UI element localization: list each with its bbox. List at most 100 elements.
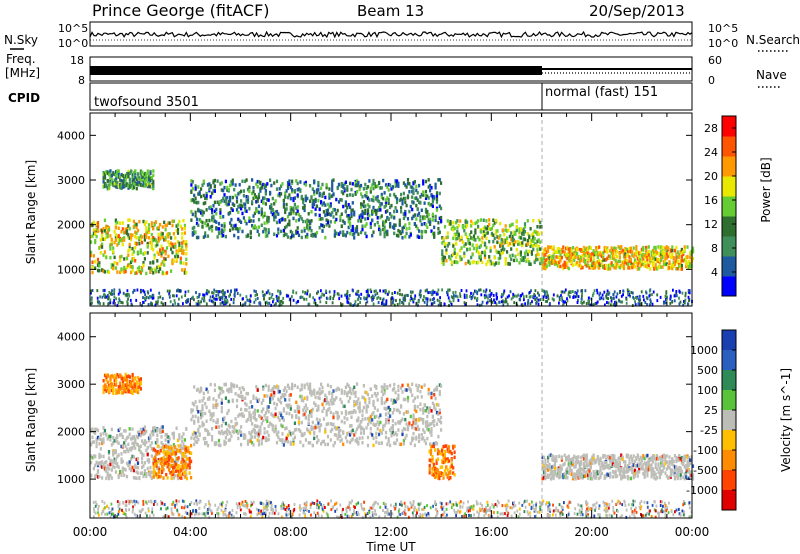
scatter-cell xyxy=(423,229,426,234)
scatter-cell xyxy=(225,301,228,305)
scatter-cell xyxy=(118,299,121,303)
scatter-cell xyxy=(228,303,231,307)
scatter-cell xyxy=(321,229,324,233)
scatter-cell xyxy=(627,292,629,295)
scatter-cell xyxy=(146,241,149,246)
scatter-cell xyxy=(395,299,397,303)
scatter-cell xyxy=(188,460,191,464)
scatter-cell xyxy=(517,293,520,297)
scatter-cell xyxy=(616,261,619,265)
scatter-cell xyxy=(98,268,101,273)
scatter-cell xyxy=(131,182,134,186)
scatter-cell xyxy=(500,248,503,253)
scatter-cell xyxy=(136,471,140,475)
scatter-cell xyxy=(629,265,632,269)
scatter-cell xyxy=(622,293,624,297)
scatter-cell xyxy=(496,296,498,299)
scatter-cell xyxy=(614,252,617,256)
scatter-cell xyxy=(114,235,117,239)
scatter-cell xyxy=(356,290,359,294)
scatter-cell xyxy=(270,295,273,299)
scatter-cell xyxy=(116,434,119,438)
scatter-cell xyxy=(456,236,459,241)
scatter-cell xyxy=(545,290,548,294)
scatter-cell xyxy=(147,223,151,227)
scatter-cell xyxy=(567,253,570,257)
scatter-cell xyxy=(424,210,428,214)
scatter-cell xyxy=(321,182,324,187)
scatter-cell xyxy=(475,246,478,251)
scatter-cell xyxy=(166,462,169,467)
scatter-cell xyxy=(441,249,444,253)
scatter-cell xyxy=(409,185,412,189)
scatter-cell xyxy=(340,198,343,202)
scatter-cell xyxy=(271,413,274,418)
scatter-cell xyxy=(512,292,515,296)
scatter-cell xyxy=(178,297,180,301)
scatter-cell xyxy=(125,436,129,440)
scatter-cell xyxy=(446,219,449,223)
scatter-cell xyxy=(99,244,102,248)
scatter-cell xyxy=(530,252,533,256)
scatter-cell xyxy=(226,298,229,302)
scatter-cell xyxy=(418,200,421,205)
scatter-cell xyxy=(124,227,127,232)
nsky-strip-frame xyxy=(89,21,693,47)
scatter-cell xyxy=(102,237,105,241)
scatter-cell xyxy=(454,290,457,294)
scatter-cell xyxy=(109,473,112,478)
scatter-cell xyxy=(282,199,285,203)
scatter-cell xyxy=(589,254,592,259)
scatter-cell xyxy=(364,204,367,208)
scatter-cell xyxy=(152,236,155,240)
scatter-cell xyxy=(476,297,479,300)
scatter-cell xyxy=(463,244,466,248)
scatter-cell xyxy=(259,425,262,429)
y-tick-label: 3000 xyxy=(57,174,85,187)
scatter-cell xyxy=(587,260,590,264)
scatter-cell xyxy=(397,234,400,238)
scatter-cell xyxy=(146,169,149,173)
scatter-cell xyxy=(472,237,476,242)
scatter-cell xyxy=(169,471,172,475)
scatter-cell xyxy=(101,441,104,446)
scatter-cell xyxy=(485,219,488,223)
scatter-cell xyxy=(573,251,576,255)
scatter-cell xyxy=(678,264,681,269)
scatter-cell xyxy=(281,217,284,222)
scatter-cell xyxy=(180,295,183,299)
scatter-cell xyxy=(672,256,675,260)
scatter-cell xyxy=(101,295,104,299)
scatter-cell xyxy=(317,183,320,188)
scatter-cell xyxy=(286,433,290,437)
scatter-cell xyxy=(165,452,168,457)
scatter-cell xyxy=(241,414,244,418)
scatter-cell xyxy=(105,184,108,189)
scatter-cell xyxy=(289,393,292,397)
scatter-cell xyxy=(496,235,499,239)
scatter-cell xyxy=(360,230,363,235)
scatter-cell xyxy=(260,212,263,217)
scatter-cell xyxy=(481,250,484,255)
scatter-cell xyxy=(485,262,488,267)
scatter-cell xyxy=(227,202,230,206)
scatter-cell xyxy=(635,247,638,251)
scatter-cell xyxy=(102,227,105,231)
cpid-mode-1: twofsound 3501 xyxy=(94,95,199,110)
scatter-cell xyxy=(357,219,360,223)
scatter-cell xyxy=(613,246,616,250)
scatter-cell xyxy=(194,414,197,419)
scatter-cell xyxy=(515,219,518,224)
scatter-cell xyxy=(99,238,102,242)
scatter-cell xyxy=(252,427,255,432)
scatter-cell xyxy=(256,293,258,297)
scatter-cell xyxy=(661,255,664,260)
scatter-cell xyxy=(510,231,513,235)
scatter-cell xyxy=(296,193,299,197)
scatter-cell xyxy=(229,293,231,297)
scatter-cell xyxy=(270,422,273,427)
scatter-cell xyxy=(128,177,131,182)
scatter-cell xyxy=(110,178,113,182)
scatter-cell xyxy=(443,302,446,306)
scatter-cell xyxy=(441,241,444,245)
